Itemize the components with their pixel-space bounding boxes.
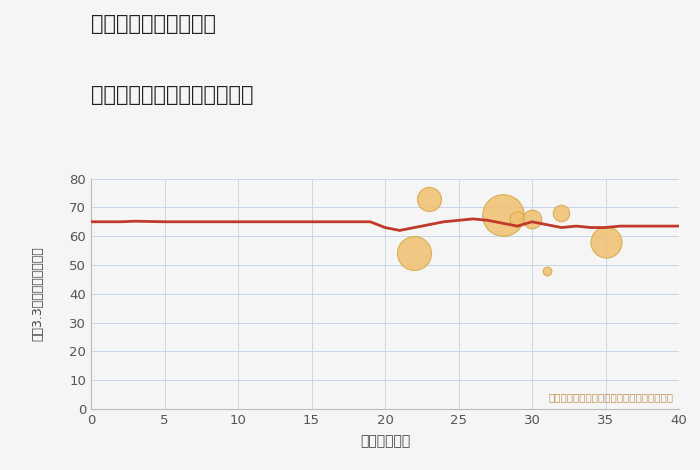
Text: 築年数別中古マンション価格: 築年数別中古マンション価格	[91, 85, 253, 105]
Point	[541, 267, 552, 274]
Point	[556, 209, 567, 217]
Point	[526, 215, 538, 223]
Point	[600, 238, 611, 246]
Text: 円の大きさは、取引のあった物件面積を示す: 円の大きさは、取引のあった物件面積を示す	[548, 392, 673, 402]
X-axis label: 築年数（年）: 築年数（年）	[360, 434, 410, 448]
Point	[512, 215, 523, 223]
Point	[409, 250, 420, 257]
Point	[497, 211, 508, 219]
Point	[424, 195, 435, 203]
Text: 兵庫県姫路市東辻井の: 兵庫県姫路市東辻井の	[91, 14, 216, 34]
Text: 坪（3.3㎡）単価（万円）: 坪（3.3㎡）単価（万円）	[32, 246, 45, 341]
